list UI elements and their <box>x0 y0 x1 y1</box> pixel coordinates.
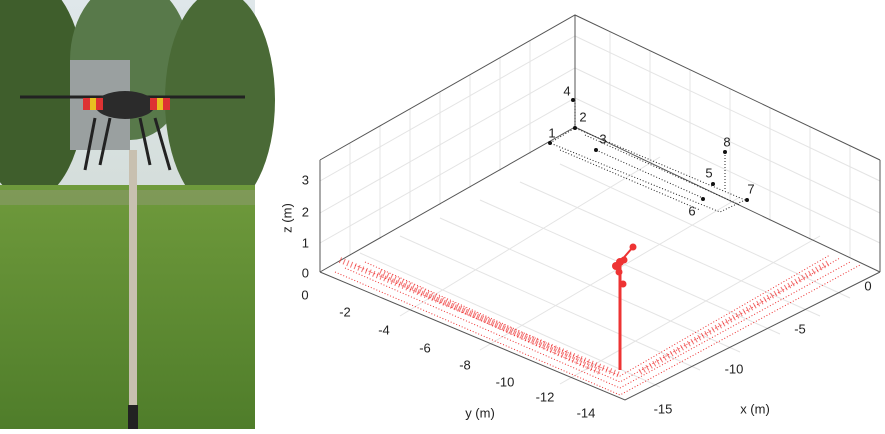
y-tick-label: -8 <box>459 357 471 372</box>
point-label: 1 <box>548 125 555 140</box>
figure: x (m) y (m) z (m) -15 -10 -5 0 0 -2 -4 -6 -8 -10 -… <box>0 0 885 429</box>
photo <box>0 0 275 429</box>
x-tick-label: -5 <box>794 321 806 336</box>
labels: x (m) y (m) z (m) -15 -10 -5 0 0 -2 -4 -6 -8 -10 -… <box>279 83 871 420</box>
y-tick-label: -4 <box>378 322 390 337</box>
z-tick-label: 2 <box>302 204 309 219</box>
point-label: 5 <box>705 165 712 180</box>
point-label: 7 <box>747 181 754 196</box>
y-tick-label: -10 <box>496 374 515 389</box>
point-label: 4 <box>563 83 570 98</box>
x-tick-label: 0 <box>864 278 871 293</box>
y-tick-label: -14 <box>577 405 596 420</box>
point-label: 6 <box>688 203 695 218</box>
x-tick-label: -10 <box>725 361 744 376</box>
y-axis-label: y (m) <box>465 405 495 420</box>
y-tick-label: -2 <box>339 304 351 319</box>
point-label: 2 <box>579 109 586 124</box>
y-tick-label: 0 <box>301 287 308 302</box>
point-label: 3 <box>599 131 606 146</box>
z-axis-label: z (m) <box>279 203 294 233</box>
x-axis-label: x (m) <box>740 401 770 416</box>
x-tick-label: -15 <box>654 401 673 416</box>
point-label: 8 <box>723 134 730 149</box>
plot-box <box>320 15 880 400</box>
y-tick-label: -6 <box>419 340 431 355</box>
y-tick-label: -12 <box>536 389 555 404</box>
z-tick-label: 0 <box>302 265 309 280</box>
z-tick-label: 3 <box>302 172 309 187</box>
z-tick-label: 1 <box>302 235 309 250</box>
